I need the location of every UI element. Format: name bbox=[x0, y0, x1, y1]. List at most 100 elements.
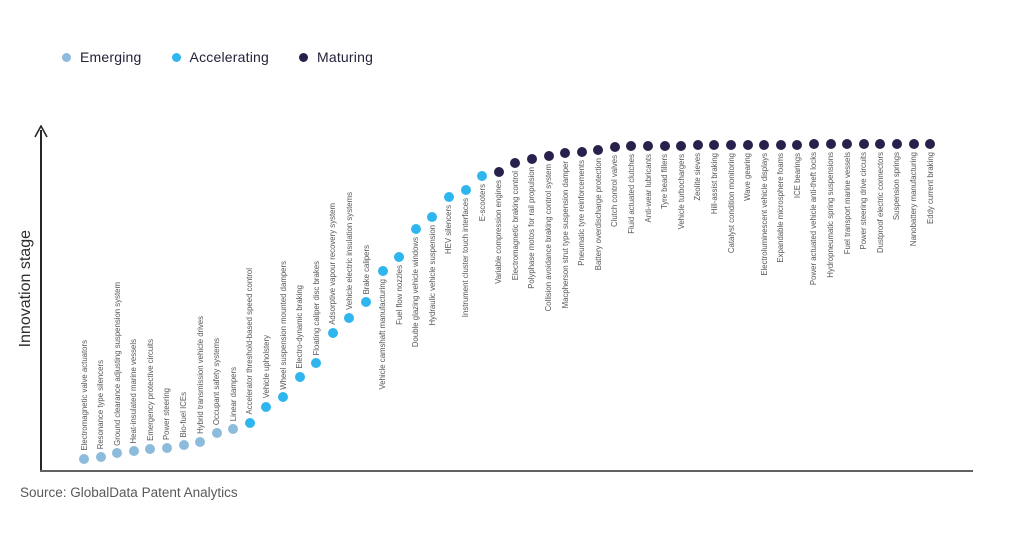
point-label: Brake calipers bbox=[361, 245, 371, 295]
point-label: Polyphase motos for rail propulsion bbox=[527, 167, 537, 290]
point-label: Anti-wear lubricants bbox=[643, 153, 653, 223]
data-point-dot bbox=[244, 417, 255, 428]
point-label: Instrument cluster touch interfaces bbox=[461, 197, 471, 318]
point-label: Accelerator threshold-based speed contro… bbox=[245, 268, 255, 415]
y-axis-label: Innovation stage bbox=[17, 230, 34, 348]
point-label: Power actuated vehicle anti-theft locks bbox=[809, 152, 819, 286]
point-label: Linear dampers bbox=[228, 367, 238, 422]
point-label: E-scooters bbox=[477, 184, 487, 222]
point-label: Occupant safety systems bbox=[212, 338, 222, 426]
point-label: Tyre bead fillers bbox=[660, 153, 670, 209]
point-label: Hill-assist braking bbox=[709, 153, 719, 215]
data-point-dot bbox=[361, 297, 372, 308]
point-label: Electromagnetic valve actuators bbox=[79, 340, 89, 451]
point-label: Macpherson strut type suspension damper bbox=[560, 161, 570, 309]
point-label: Fluid actuated clutches bbox=[626, 154, 636, 234]
data-point-dot bbox=[443, 192, 454, 203]
data-point-dot bbox=[510, 157, 521, 168]
data-point-dot bbox=[526, 154, 537, 165]
point-label: Hydropneumatic spring suspensions bbox=[826, 152, 836, 278]
point-label: Catalyst condition monitoring bbox=[726, 152, 736, 254]
data-point-dot bbox=[842, 139, 853, 150]
chart-legend: Emerging Accelerating Maturing bbox=[62, 49, 373, 65]
data-point-dot bbox=[112, 448, 123, 459]
point-label: Zeolite sieves bbox=[693, 153, 703, 201]
point-label: Hydraulic vehicle suspension bbox=[427, 225, 437, 326]
data-point-dot bbox=[95, 452, 106, 463]
data-point-dot bbox=[211, 428, 222, 439]
data-point-dot bbox=[261, 401, 272, 412]
data-point-dot bbox=[294, 371, 305, 382]
data-point-dot bbox=[278, 392, 289, 403]
data-point-dot bbox=[377, 265, 388, 276]
data-point-dot bbox=[576, 146, 587, 157]
data-point-dot bbox=[808, 139, 819, 150]
point-label: Bio-fuel ICEs bbox=[179, 391, 189, 438]
data-point-dot bbox=[394, 251, 405, 262]
point-label: Expandable microsphere foams bbox=[776, 152, 786, 263]
point-label: Resonance type silencers bbox=[96, 360, 106, 450]
point-label: ICE bearings bbox=[792, 152, 802, 198]
point-label: Ground clearance adjusting suspension sy… bbox=[112, 281, 122, 446]
data-point-dot bbox=[676, 140, 687, 151]
data-point-dot bbox=[692, 140, 703, 151]
legend-item-maturing: Maturing bbox=[298, 49, 374, 65]
data-point-dot bbox=[875, 139, 886, 149]
legend-item-emerging: Emerging bbox=[62, 49, 142, 65]
point-label: Dustproof electric connectors bbox=[875, 152, 885, 253]
legend-item-accelerating: Accelerating bbox=[171, 49, 269, 65]
data-point-dot bbox=[410, 224, 421, 235]
point-label: Vehicle turbochargers bbox=[676, 153, 686, 229]
legend-label: Maturing bbox=[316, 49, 374, 65]
point-label: Electromagnetic braking control bbox=[510, 170, 520, 280]
legend-dot-icon bbox=[298, 52, 308, 62]
data-point-dot bbox=[228, 424, 239, 435]
point-label: Variable compression engines bbox=[494, 179, 504, 284]
data-point-dot bbox=[560, 148, 571, 159]
data-point-dot bbox=[145, 444, 156, 455]
data-point-dot bbox=[891, 139, 902, 149]
data-point-dot bbox=[344, 312, 355, 323]
data-point-dot bbox=[626, 141, 637, 152]
data-point-dot bbox=[128, 446, 139, 457]
data-point-dot bbox=[908, 139, 919, 149]
data-point-dot bbox=[493, 166, 504, 177]
legend-label: Emerging bbox=[80, 49, 142, 65]
point-label: Hybrid transmission vehicle drives bbox=[195, 315, 205, 434]
legend-dot-icon bbox=[171, 52, 181, 62]
data-point-dot bbox=[178, 440, 189, 451]
point-label: Floating caliper disc brakes bbox=[311, 260, 321, 356]
point-label: Wheel suspension mounted dampers bbox=[278, 260, 288, 390]
point-label: Collision avoidance braking control syst… bbox=[544, 163, 554, 311]
data-point-dot bbox=[593, 144, 604, 155]
point-label: Vehicle upholstery bbox=[261, 335, 271, 399]
point-label: Power steering drive circuits bbox=[859, 152, 869, 250]
point-label: Double glazing vehicle windows bbox=[411, 237, 421, 348]
data-point-dot bbox=[477, 171, 488, 182]
point-label: Suspension springs bbox=[892, 152, 902, 221]
y-axis-arrow-icon bbox=[34, 125, 48, 138]
point-label: Electro-dynamic braking bbox=[295, 285, 305, 369]
point-label: Eddy current braking bbox=[925, 152, 935, 224]
data-point-dot bbox=[775, 139, 786, 150]
legend-dot-icon bbox=[62, 52, 71, 62]
data-point-dot bbox=[609, 142, 620, 153]
point-label: Nanobattery manufacturing bbox=[909, 152, 918, 247]
point-label: Fuel transport marine vessels bbox=[842, 152, 852, 255]
data-point-dot bbox=[327, 327, 338, 338]
point-label: Vehicle camshaft manufacturing bbox=[378, 278, 388, 390]
data-point-dot bbox=[460, 184, 471, 195]
data-point-dot bbox=[858, 139, 869, 150]
data-point-dot bbox=[427, 212, 438, 223]
data-point-dot bbox=[195, 436, 206, 447]
x-axis-line bbox=[40, 469, 973, 472]
data-point-dot bbox=[726, 139, 736, 150]
point-label: Vehicle electric insulation systems bbox=[344, 191, 354, 310]
data-point-dot bbox=[825, 139, 836, 150]
data-point-dot bbox=[161, 443, 172, 454]
data-point-dot bbox=[709, 140, 720, 151]
data-point-dot bbox=[742, 139, 753, 150]
source-note: Source: GlobalData Patent Analytics bbox=[20, 485, 238, 500]
data-point-dot bbox=[79, 454, 89, 464]
